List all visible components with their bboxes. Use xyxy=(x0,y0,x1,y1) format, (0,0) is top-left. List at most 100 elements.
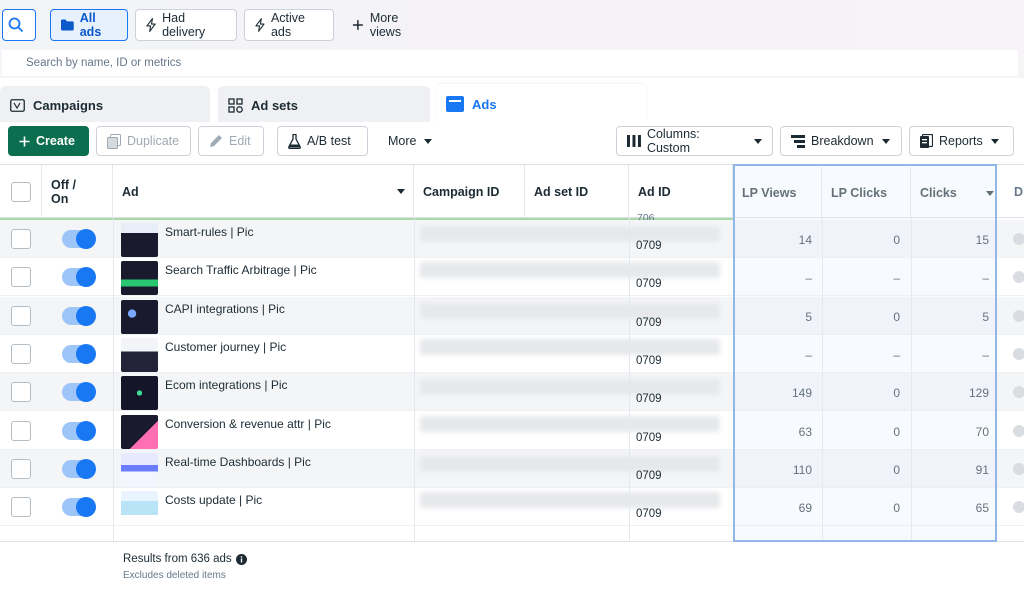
row-checkbox[interactable] xyxy=(11,382,31,403)
active-ads-filter-button[interactable]: Active ads xyxy=(244,9,334,41)
row-checkbox[interactable] xyxy=(11,497,31,518)
header-campaign-id[interactable]: Campaign ID xyxy=(414,165,525,219)
ad-status-toggle[interactable] xyxy=(62,229,96,249)
ad-name-link[interactable]: Search Traffic Arbitrage | Pic xyxy=(165,263,317,278)
header-lp-views[interactable]: LP Views xyxy=(733,167,822,219)
more-dropdown-button[interactable]: More xyxy=(378,126,440,156)
columns-label: Columns: Custom xyxy=(646,127,700,155)
ad-name-link[interactable]: Ecom integrations | Pic xyxy=(165,378,288,393)
ad-name-link[interactable]: Smart-rules | Pic xyxy=(165,225,254,239)
ad-status-toggle[interactable] xyxy=(62,458,96,479)
table-row[interactable]: Customer journey | Pic 0709 – – – xyxy=(0,335,1024,373)
ad-status-toggle[interactable] xyxy=(62,343,96,364)
chevron-down-icon[interactable] xyxy=(986,191,994,196)
redacted-ids xyxy=(420,262,720,279)
table-row[interactable]: Conversion & revenue attr | Pic 0709 63 … xyxy=(0,412,1024,450)
ab-test-button[interactable]: A/B test xyxy=(277,126,368,156)
table-row[interactable]: CAPI integrations | Pic 0709 5 0 5 xyxy=(0,296,1024,335)
redacted-ids xyxy=(420,455,720,472)
results-summary: Results from 636 ads xyxy=(123,553,247,565)
ad-id-value: 0709 xyxy=(636,508,662,521)
clicks-value: 65 xyxy=(975,501,989,516)
pencil-icon xyxy=(210,135,222,147)
reports-dropdown-button[interactable]: Reports xyxy=(909,126,1014,156)
ad-status-toggle[interactable] xyxy=(62,497,96,518)
row-checkbox[interactable] xyxy=(11,343,31,364)
ab-test-label: A/B test xyxy=(307,134,351,148)
search-input[interactable] xyxy=(2,50,1018,76)
header-off-on-label: Off / On xyxy=(51,178,76,206)
duplicate-button[interactable]: Duplicate xyxy=(96,126,191,156)
header-ad-id[interactable]: Ad ID xyxy=(629,165,733,219)
create-button[interactable]: Create xyxy=(8,126,89,156)
table-row[interactable]: Ecom integrations | Pic 0709 149 0 129 xyxy=(0,373,1024,412)
ad-name-link[interactable]: Costs update | Pic xyxy=(165,493,263,508)
header-ad-set-id-label: Ad set ID xyxy=(534,185,589,199)
tab-campaigns-label: Campaigns xyxy=(33,97,104,113)
clicks-value: – xyxy=(982,271,989,286)
had-delivery-filter-button[interactable]: Had delivery xyxy=(135,9,237,41)
row-checkbox[interactable] xyxy=(11,420,31,441)
ad-name-link[interactable]: CAPI integrations | Pic xyxy=(165,301,285,316)
more-views-button[interactable]: More views xyxy=(342,9,442,41)
select-all-checkbox[interactable] xyxy=(11,182,31,202)
breakdown-icon xyxy=(791,134,805,148)
partial-column-indicator xyxy=(1013,309,1024,322)
table-row[interactable]: Costs update | Pic 0709 69 0 65 xyxy=(0,488,1024,527)
ad-name-link[interactable]: Real-time Dashboards | Pic xyxy=(165,454,311,469)
partial-column-indicator xyxy=(1013,462,1024,475)
table-row[interactable]: Real-time Dashboards | Pic 0709 110 0 91 xyxy=(0,449,1024,488)
breakdown-dropdown-button[interactable]: Breakdown xyxy=(780,126,902,156)
header-lp-clicks[interactable]: LP Clicks xyxy=(822,167,911,219)
search-toggle-button[interactable] xyxy=(2,9,36,41)
table-row[interactable]: Smart-rules | Pic 0709 14 0 15 xyxy=(0,220,1024,258)
row-checkbox[interactable] xyxy=(11,305,31,326)
header-clicks[interactable]: Clicks xyxy=(911,167,997,219)
ad-id-value: 0709 xyxy=(636,278,662,291)
all-ads-label: All ads xyxy=(79,11,102,39)
ad-thumbnail xyxy=(121,452,158,487)
action-toolbar: Create Duplicate Edit A/B test More Colu… xyxy=(0,122,1024,164)
partial-column-indicator xyxy=(1013,233,1024,245)
lp-clicks-value: 0 xyxy=(893,233,900,247)
tab-campaigns[interactable]: Campaigns xyxy=(0,86,210,124)
chevron-down-icon xyxy=(881,138,890,144)
duplicate-label: Duplicate xyxy=(127,134,180,148)
lp-views-value: 14 xyxy=(798,233,812,247)
header-campaign-id-label: Campaign ID xyxy=(423,185,500,199)
chevron-down-icon[interactable] xyxy=(397,189,405,194)
ad-status-toggle[interactable] xyxy=(62,382,96,403)
header-next-column[interactable]: D xyxy=(1005,165,1024,219)
clicks-value: – xyxy=(982,347,989,362)
ad-status-toggle[interactable] xyxy=(62,267,96,288)
ad-thumbnail xyxy=(121,261,158,296)
ad-status-toggle[interactable] xyxy=(62,305,96,326)
row-checkbox[interactable] xyxy=(11,267,31,288)
lp-clicks-value: 0 xyxy=(893,462,900,477)
header-off-on[interactable]: Off / On xyxy=(42,165,113,219)
all-ads-filter-button[interactable]: All ads xyxy=(50,9,128,41)
ad-name-link[interactable]: Conversion & revenue attr | Pic xyxy=(165,416,331,431)
header-ad-set-id[interactable]: Ad set ID xyxy=(525,165,629,219)
duplicate-icon xyxy=(107,133,121,149)
columns-dropdown-button[interactable]: Columns: Custom xyxy=(616,126,773,156)
ad-status-toggle[interactable] xyxy=(62,420,96,441)
row-checkbox[interactable] xyxy=(11,229,31,249)
row-checkbox[interactable] xyxy=(11,458,31,479)
lightning-icon xyxy=(146,18,156,32)
more-views-label: More views xyxy=(369,11,402,39)
had-delivery-label: Had delivery xyxy=(162,11,206,39)
header-lp-clicks-label: LP Clicks xyxy=(831,186,888,200)
lightning-icon xyxy=(255,18,265,32)
header-ad[interactable]: Ad xyxy=(113,165,414,219)
tab-ad-sets[interactable]: Ad sets xyxy=(218,86,430,124)
create-label: Create xyxy=(36,134,75,148)
tab-ads[interactable]: Ads xyxy=(436,84,646,124)
table-row[interactable]: Search Traffic Arbitrage | Pic 0709 – – … xyxy=(0,258,1024,297)
header-select-cell xyxy=(0,165,42,219)
search-icon xyxy=(8,17,24,33)
ad-name-link[interactable]: Customer journey | Pic xyxy=(165,339,287,354)
lp-views-value: 5 xyxy=(805,309,812,324)
info-icon[interactable] xyxy=(235,553,247,565)
edit-button[interactable]: Edit xyxy=(198,126,264,156)
